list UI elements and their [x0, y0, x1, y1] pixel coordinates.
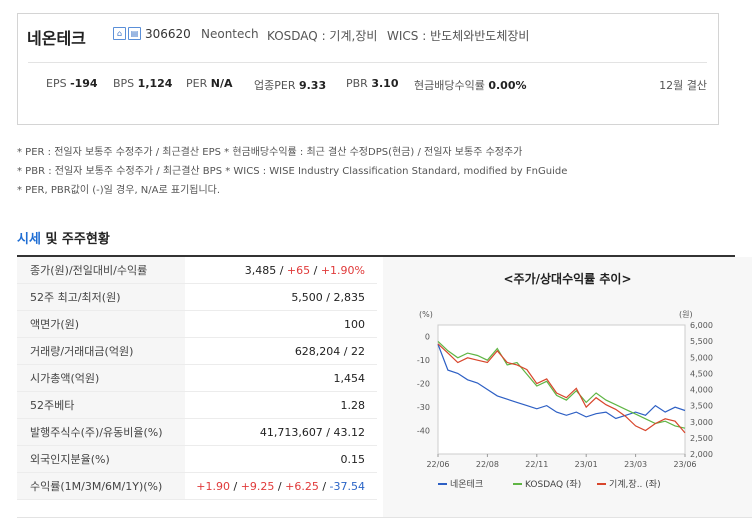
divider	[28, 62, 707, 63]
table-row: 시가총액(억원) 1,454	[17, 364, 377, 392]
table-row: 거래량/거래대금(억원) 628,204 / 22	[17, 337, 377, 365]
series-line	[437, 340, 686, 429]
table-row: 수익률(1M/3M/6M/1Y)(%) +1.90 / +9.25 / +6.25…	[17, 472, 377, 500]
x-tick-label: 22/06	[426, 460, 449, 469]
left-unit: (%)	[419, 310, 433, 319]
y-right-tick: 2,500	[690, 434, 713, 443]
note-pbr: * PBR : 전일자 보통주 수정주가 / 최근결산 BPS * WICS :…	[17, 166, 568, 177]
chart-panel: <주가/상대수익률 추이> (%) (원) 0 -10 -20 -30 -40 6,000 5,…	[383, 257, 752, 517]
ratio-2: PER N/A	[186, 77, 233, 90]
row-value: 0.15	[185, 445, 377, 473]
row-value: 3,485 / +65 / +1.90%	[185, 257, 377, 284]
table-row: 52주 최고/최저(원) 5,500 / 2,835	[17, 283, 377, 311]
table-row: 52주베타 1.28	[17, 391, 377, 419]
market-table: 종가(원)/전일대비/수익률 3,485 / +65 / +1.90% 52주 최고…	[17, 257, 377, 500]
company-name: 네온테크	[27, 29, 86, 48]
row-value: 5,500 / 2,835	[185, 283, 377, 311]
english-name: Neontech	[201, 27, 259, 41]
right-unit: (원)	[679, 310, 693, 319]
ratio-4: PBR 3.10	[346, 77, 399, 90]
row-value: 100	[185, 310, 377, 338]
section-rule	[17, 255, 735, 257]
bottom-rule	[17, 517, 752, 518]
y-right-tick: 5,500	[690, 337, 713, 346]
row-label: 발행주식수(주)/유동비율(%)	[17, 418, 185, 446]
y-right-tick: 3,500	[690, 402, 713, 411]
note-na: * PER, PBR값이 (-)일 경우, N/A로 표기됩니다.	[17, 185, 221, 196]
table-row: 발행주식수(주)/유동비율(%) 41,713,607 / 43.12	[17, 418, 377, 446]
section-title: 시세 및 주주현황	[17, 232, 110, 247]
market-info: KOSDAQ : 기계,장비	[267, 29, 378, 43]
price-chart: (%) (원) 0 -10 -20 -30 -40 6,000 5,500 5,000 4,500 4…	[417, 310, 713, 490]
x-tick-label: 23/06	[673, 460, 696, 469]
home-icon[interactable]: ⌂	[113, 27, 126, 40]
row-value: 628,204 / 22	[185, 337, 377, 365]
row-label: 시가총액(억원)	[17, 364, 185, 392]
wics-info: WICS : 반도체와반도체장비	[387, 29, 530, 43]
ratio-3: 업종PER 9.33	[254, 79, 327, 92]
x-tick-label: 22/11	[525, 460, 548, 469]
row-label: 거래량/거래대금(억원)	[17, 337, 185, 365]
ratio-0: EPS -194	[46, 77, 98, 90]
row-label: 52주베타	[17, 391, 185, 419]
y-right-tick: 3,000	[690, 418, 713, 427]
row-label: 외국인지분율(%)	[17, 445, 185, 473]
row-value: +1.90 / +9.25 / +6.25 / -37.54	[185, 472, 377, 500]
x-tick-label: 23/03	[624, 460, 647, 469]
y-left-tick: -20	[417, 380, 430, 389]
y-left-tick: -10	[417, 356, 430, 365]
table-row: 액면가(원) 100	[17, 310, 377, 338]
note-per: * PER : 전일자 보통주 수정주가 / 최근결산 EPS * 현금배당수익…	[17, 147, 523, 158]
x-tick-label: 23/01	[575, 460, 598, 469]
settlement-month: 12월 결산	[659, 79, 707, 92]
series-line	[437, 344, 686, 420]
ratio-1: BPS 1,124	[113, 77, 173, 90]
y-right-tick: 2,000	[690, 450, 713, 459]
report-icon[interactable]: ▤	[128, 27, 141, 40]
row-label: 종가(원)/전일대비/수익률	[17, 257, 185, 284]
y-right-tick: 4,500	[690, 369, 713, 378]
row-value: 41,713,607 / 43.12	[185, 418, 377, 446]
table-row: 외국인지분율(%) 0.15	[17, 445, 377, 473]
legend-label: 기계,장.. (좌)	[609, 478, 661, 490]
y-left-tick: -30	[417, 403, 430, 412]
y-right-tick: 6,000	[690, 321, 713, 330]
y-right-tick: 4,000	[690, 386, 713, 395]
y-right-tick: 5,000	[690, 353, 713, 362]
row-value: 1.28	[185, 391, 377, 419]
row-value: 1,454	[185, 364, 377, 392]
y-left-tick: -40	[417, 427, 430, 436]
row-label: 52주 최고/최저(원)	[17, 283, 185, 311]
stock-code: 306620	[145, 27, 191, 41]
chart-title: <주가/상대수익률 추이>	[503, 272, 632, 286]
y-left-tick: 0	[425, 333, 430, 342]
ratio-5: 현금배당수익률 0.00%	[414, 79, 527, 92]
row-label: 수익률(1M/3M/6M/1Y)(%)	[17, 472, 185, 500]
table-row: 종가(원)/전일대비/수익률 3,485 / +65 / +1.90%	[17, 257, 377, 284]
stock-summary-box	[17, 13, 719, 125]
x-tick-label: 22/08	[476, 460, 499, 469]
row-label: 액면가(원)	[17, 310, 185, 338]
legend-label: KOSDAQ (좌)	[525, 479, 581, 490]
plot-area	[437, 324, 686, 455]
legend-label: 네온테크	[450, 479, 483, 490]
series-line	[437, 343, 686, 434]
